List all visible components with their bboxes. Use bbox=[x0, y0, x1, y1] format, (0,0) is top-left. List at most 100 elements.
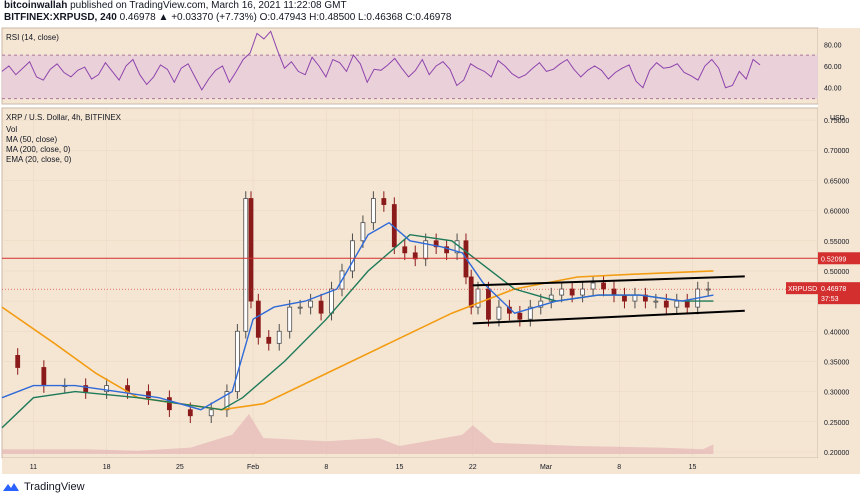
main-pane-bg bbox=[1, 107, 819, 459]
symbol-line: BITFINEX:XRPUSD, 240 0.46978 ▲ +0.03370 … bbox=[4, 12, 451, 23]
candle-body bbox=[350, 240, 355, 272]
rsi-label: RSI (14, close) bbox=[6, 33, 59, 42]
open-label: O: bbox=[259, 12, 271, 23]
y-tick-label: 0.70000 bbox=[824, 148, 849, 155]
candle-body bbox=[580, 288, 586, 296]
last-price-badge bbox=[818, 282, 860, 305]
main-pane bbox=[1, 107, 819, 459]
y-tick-label: 0.35000 bbox=[824, 359, 849, 366]
candle-body bbox=[496, 306, 502, 320]
close-label: C: bbox=[405, 12, 416, 23]
candle-body bbox=[674, 300, 680, 308]
candle-body bbox=[705, 288, 711, 291]
candle-body bbox=[243, 198, 249, 332]
symbol-badge-label: XRPUSD bbox=[788, 286, 817, 293]
rsi-tick-label: 80.00 bbox=[824, 42, 842, 49]
candle-body bbox=[663, 300, 669, 308]
ema20-line bbox=[1, 221, 714, 411]
candle-body bbox=[611, 288, 617, 296]
candle-body bbox=[276, 330, 282, 344]
candle-body bbox=[433, 240, 439, 248]
candle-body bbox=[475, 288, 481, 308]
resistance-label: 0.52099 bbox=[821, 256, 846, 263]
x-tick-label: Mar bbox=[540, 464, 553, 471]
candle-body bbox=[287, 306, 293, 332]
symbol-text[interactable]: BITFINEX:XRPUSD, 240 bbox=[4, 12, 117, 23]
candle-body bbox=[622, 294, 627, 302]
published-text: published on TradingView.com, March 16, … bbox=[70, 0, 347, 11]
candle-body bbox=[15, 355, 21, 368]
candle-body bbox=[590, 282, 596, 290]
candle-body bbox=[248, 198, 254, 302]
price-axis-unit: USD bbox=[830, 115, 845, 122]
high-label: H: bbox=[309, 12, 320, 23]
tradingview-footer[interactable]: TradingView bbox=[2, 478, 85, 496]
candle-body bbox=[297, 306, 303, 309]
rsi-band bbox=[2, 55, 818, 99]
rsi-line bbox=[1, 30, 761, 91]
candle-body bbox=[632, 294, 638, 302]
y-tick-label: 0.40000 bbox=[824, 329, 849, 336]
candle-body bbox=[601, 282, 606, 290]
candle-body bbox=[642, 294, 648, 302]
y-tick-label: 0.60000 bbox=[824, 209, 849, 216]
y-tick-label: 0.50000 bbox=[824, 269, 849, 276]
ma200-line bbox=[1, 270, 714, 411]
candle-body bbox=[468, 276, 474, 308]
candle-body bbox=[381, 198, 387, 205]
indicator-label: Vol bbox=[6, 125, 17, 134]
x-tick-label: 25 bbox=[176, 464, 184, 471]
indicator-label: EMA (20, close, 0) bbox=[6, 155, 72, 164]
x-tick-label: 8 bbox=[324, 464, 328, 471]
high-value: 0.48500 bbox=[319, 12, 356, 23]
tradingview-logo-icon bbox=[3, 483, 19, 491]
author-name[interactable]: bitcoinwallah bbox=[4, 0, 68, 11]
x-tick-label: 15 bbox=[689, 464, 697, 471]
candle-body bbox=[329, 288, 334, 314]
y-tick-label: 0.55000 bbox=[824, 239, 849, 246]
candle-body bbox=[266, 336, 272, 344]
candle-body bbox=[684, 300, 690, 308]
tradingview-brand: TradingView bbox=[24, 481, 85, 493]
candle-body bbox=[444, 246, 450, 254]
labels: RSI (14, close) 0.52099 XRPUSD 0.46978 37:53… bbox=[6, 33, 860, 305]
candle-body bbox=[41, 367, 47, 386]
symbol-badge bbox=[786, 282, 818, 295]
x-tick-label: 8 bbox=[617, 464, 621, 471]
indicator-label: MA (200, close, 0) bbox=[6, 145, 71, 154]
y-tick-label: 0.65000 bbox=[824, 178, 849, 185]
rsi-tick-label: 40.00 bbox=[824, 86, 842, 93]
y-tick-label: 0.20000 bbox=[824, 450, 849, 457]
candle-body bbox=[486, 288, 491, 320]
rsi-tick-label: 60.00 bbox=[824, 64, 842, 71]
candle-body bbox=[412, 252, 418, 260]
time-axis-bg bbox=[2, 458, 860, 474]
candle-body bbox=[318, 300, 324, 314]
candle-body bbox=[527, 306, 533, 320]
candle-body bbox=[559, 288, 565, 296]
candle-body bbox=[234, 330, 240, 393]
y-tick-label: 0.25000 bbox=[824, 420, 849, 427]
last-price-label: 0.46978 bbox=[821, 286, 846, 293]
candle-body bbox=[146, 391, 151, 399]
candle-body bbox=[166, 397, 172, 411]
volume-area bbox=[2, 414, 714, 454]
candle-body bbox=[402, 246, 408, 254]
rsi-pane bbox=[1, 27, 819, 105]
channel-upper-line bbox=[472, 275, 745, 287]
candle-body bbox=[255, 300, 261, 338]
indicator-label: MA (50, close) bbox=[6, 135, 57, 144]
candle-body bbox=[187, 409, 193, 417]
low-label: L: bbox=[358, 12, 367, 23]
publisher-line: bitcoinwallah published on TradingView.c… bbox=[4, 0, 347, 11]
x-tick-label: 22 bbox=[469, 464, 477, 471]
candle-body bbox=[83, 385, 89, 393]
open-value: 0.47943 bbox=[270, 12, 307, 23]
candle-body bbox=[308, 300, 314, 308]
channel-lower-line bbox=[472, 309, 745, 325]
candle-body bbox=[208, 409, 214, 417]
y-tick-label: 0.75000 bbox=[824, 118, 849, 125]
axes: 80.00 60.00 40.00 0.75000 0.70000 0.65000 0.60… bbox=[2, 28, 860, 474]
candle-body bbox=[423, 240, 429, 260]
